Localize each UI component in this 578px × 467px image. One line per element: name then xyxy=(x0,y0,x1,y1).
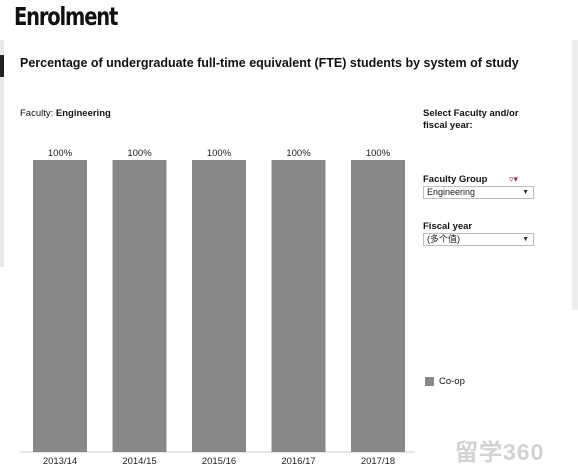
x-tick-label: 2013/14 xyxy=(43,456,77,467)
filter-icon[interactable]: ▿▾ xyxy=(509,174,519,184)
bar-2017-18[interactable] xyxy=(351,160,405,452)
faculty-filter-caption: Faculty: Engineering xyxy=(20,108,111,119)
fiscal-year-value: (多个值) xyxy=(427,234,460,244)
data-label: 100% xyxy=(127,148,152,159)
bar-2015-16[interactable] xyxy=(192,160,246,452)
data-label: 100% xyxy=(366,148,391,159)
faculty-filter-label: Faculty: xyxy=(20,108,54,119)
x-tick-label: 2016/17 xyxy=(281,456,315,467)
controls-heading: Select Faculty and/or fiscal year: xyxy=(423,108,519,131)
bar-2016-17[interactable] xyxy=(271,160,326,452)
data-label: 100% xyxy=(286,148,311,159)
x-tick-label: 2014/15 xyxy=(122,456,156,467)
bar-2013-14[interactable] xyxy=(33,160,87,452)
faculty-group-value: Engineering xyxy=(427,187,476,197)
chevron-down-icon: ▼ xyxy=(522,189,529,196)
data-label: 100% xyxy=(48,148,73,159)
panel-right-edge xyxy=(572,40,578,310)
header-strip xyxy=(0,0,578,40)
panel-left-border xyxy=(0,40,4,267)
faculty-group-dropdown[interactable]: Engineering ▼ xyxy=(423,186,534,199)
x-tick-label: 2017/18 xyxy=(361,456,395,467)
faculty-group-label: Faculty Group xyxy=(423,174,488,185)
bar-chart: 100% 2013/14 100% 2014/15 100% 2015/16 100% 201… xyxy=(20,148,415,467)
watermark-logo: 留学360 xyxy=(455,439,545,465)
faculty-filter-value: Engineering xyxy=(55,108,111,119)
data-label: 100% xyxy=(207,148,232,159)
bar-2014-15[interactable] xyxy=(112,160,167,452)
page-heading: Enrolment xyxy=(14,2,118,31)
legend-swatch-coop xyxy=(425,377,434,386)
fiscal-year-dropdown[interactable]: (多个值) ▼ xyxy=(423,233,534,246)
chart-title: Percentage of undergraduate full-time eq… xyxy=(20,56,519,70)
x-tick-label: 2015/16 xyxy=(202,456,236,467)
fiscal-year-label: Fiscal year xyxy=(423,221,473,232)
title-accent-bar xyxy=(0,55,4,77)
chart-legend: Co-op xyxy=(425,376,465,387)
chevron-down-icon: ▼ xyxy=(522,236,529,243)
legend-label-coop: Co-op xyxy=(439,376,465,387)
